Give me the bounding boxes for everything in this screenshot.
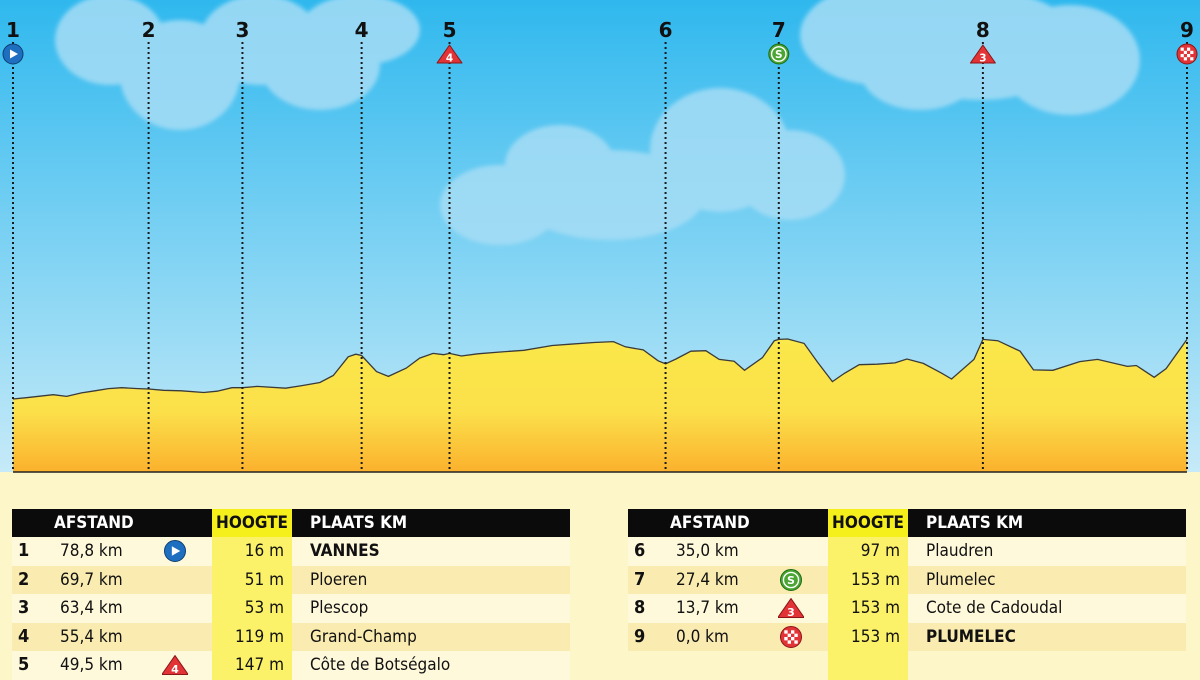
header-plaats: PLAATS KM [310,513,408,533]
row-hoogte: 119 m [212,622,292,651]
svg-text:3: 3 [787,606,795,619]
climb-table-left: AFSTAND HOOGTE PLAATS KM 1 78,8 km 16 m VAN… [12,509,570,680]
row-number: 5 [18,654,30,675]
climb-cat4-icon: 4 [162,655,188,676]
svg-text:4: 4 [446,53,453,65]
row-number: 9 [634,625,646,647]
climb-cat3-icon: 3 [778,594,804,623]
stage-profile-chart: 1 2 3 4 5 4 6 7 S 8 3 9 [0,0,1200,473]
km-marker-number: 9 [1180,18,1194,42]
sprint-icon: S [780,568,802,591]
row-plaats: Plaudren [926,541,994,561]
svg-text:S: S [787,573,795,586]
sprint-icon: S [778,566,804,595]
row-afstand: 27,4 km [676,569,739,590]
row-hoogte: 153 m [828,622,908,651]
table-row: 1 78,8 km 16 m VANNES [12,537,570,566]
row-afstand: 49,5 km [60,655,123,675]
row-hoogte: 53 m [212,594,292,623]
km-marker-number: 5 [443,18,457,42]
finish-icon [1176,43,1198,65]
row-plaats: Plumelec [926,569,996,590]
clouds [55,0,1140,245]
table-row: 5 49,5 km 4 147 m Côte de Botségalo [12,651,570,680]
row-icon-empty [162,623,188,652]
table-header: AFSTAND HOOGTE PLAATS KM [12,509,570,537]
row-hoogte: 51 m [212,565,292,594]
row-hoogte: 153 m [828,565,908,594]
row-afstand: 63,4 km [60,598,123,618]
km-marker-number: 8 [976,18,990,42]
header-hoogte: HOOGTE [828,509,908,537]
table-row: 3 63,4 km 53 m Plescop [12,594,570,623]
row-afstand: 69,7 km [60,569,123,590]
km-marker-number: 4 [355,18,369,42]
km-marker-number: 6 [659,18,673,42]
svg-text:4: 4 [171,663,179,676]
table-row: 6 35,0 km 97 m Plaudren [628,537,1186,566]
start-icon [164,540,186,562]
table-row: 2 69,7 km 51 m Ploeren [12,565,570,595]
row-hoogte: 97 m [828,537,908,566]
finish-icon [778,623,804,652]
start-icon [162,537,188,566]
km-marker-number: 2 [142,18,156,42]
row-afstand: 55,4 km [60,626,123,647]
table-row: 8 13,7 km 3 153 m Cote de Cadoudal [628,594,1186,623]
km-marker-number: 1 [6,18,20,42]
row-hoogte: 147 m [212,651,292,680]
row-number: 1 [18,540,30,561]
row-plaats: VANNES [310,541,380,561]
row-icon-empty [162,594,188,623]
svg-text:3: 3 [979,53,986,65]
row-plaats: Plescop [310,598,369,618]
row-hoogte: 153 m [828,594,908,623]
row-icon-empty [162,566,188,595]
svg-text:S: S [775,49,783,61]
table-header: AFSTAND HOOGTE PLAATS KM [628,509,1186,537]
km-marker-number: 7 [772,18,786,42]
header-afstand: AFSTAND [670,513,750,533]
row-number: 3 [18,597,30,618]
profile-line [12,338,1188,400]
row-plaats: Grand-Champ [310,626,417,647]
header-plaats: PLAATS KM [926,513,1024,533]
row-plaats: Côte de Botségalo [310,655,451,675]
table-row: 4 55,4 km 119 m Grand-Champ [12,622,570,652]
climb-cat3-icon: 3 [969,44,996,65]
row-afstand: 35,0 km [676,541,739,561]
row-number: 8 [634,597,646,618]
row-number: 4 [18,625,30,647]
table-row: 9 0,0 km 153 m PLUMELEC [628,622,1186,652]
km-marker-number: 3 [235,18,249,42]
climb-table-right: AFSTAND HOOGTE PLAATS KM 6 35,0 km 97 m Pla… [628,509,1186,680]
hoogte-column-fill [828,651,908,680]
row-hoogte: 16 m [212,537,292,566]
row-afstand: 0,0 km [676,626,729,647]
table-row: 7 27,4 km S 153 m Plumelec [628,565,1186,595]
row-afstand: 13,7 km [676,598,739,618]
sprint-icon: S [768,43,790,65]
start-icon [2,43,24,65]
row-number: 7 [634,568,646,590]
profile-area [13,339,1187,472]
climb-cat3-icon: 3 [778,598,804,619]
row-plaats: PLUMELEC [926,626,1016,647]
climb-cat4-icon: 4 [162,651,188,680]
header-afstand: AFSTAND [54,513,134,533]
row-plaats: Cote de Cadoudal [926,598,1063,618]
climb-cat4-icon: 4 [436,44,463,65]
row-number: 6 [634,540,646,561]
finish-icon [780,625,802,648]
row-plaats: Ploeren [310,569,368,590]
row-number: 2 [18,568,30,590]
row-icon-empty [778,537,804,566]
row-afstand: 78,8 km [60,541,123,561]
header-hoogte: HOOGTE [212,509,292,537]
table-filler [628,651,1186,680]
